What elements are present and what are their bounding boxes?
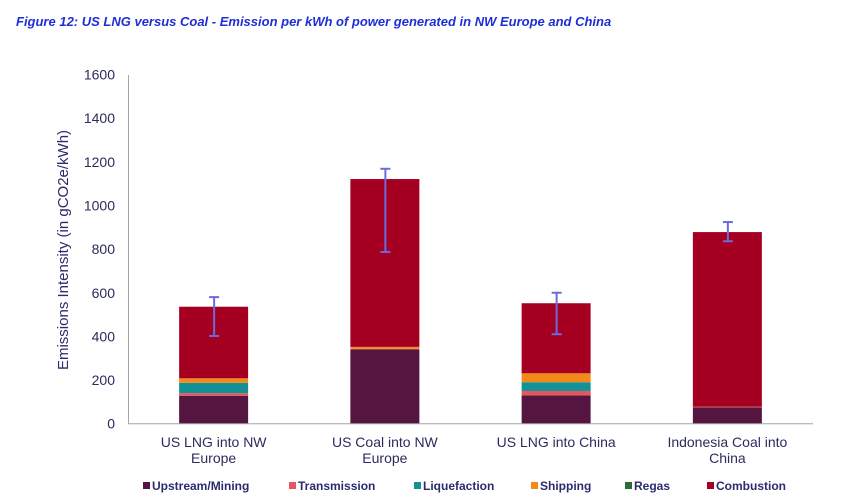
legend-swatch — [289, 482, 296, 489]
bar-segment-transmission — [521, 390, 591, 396]
legend-item: Combustion — [707, 479, 786, 493]
x-tick-label: US LNG into China — [497, 434, 616, 450]
error-bar — [209, 296, 220, 337]
legend-item: Regas — [625, 479, 670, 493]
y-tick-label: 800 — [92, 241, 116, 257]
legend-item: Shipping — [531, 479, 591, 493]
bar-segment-upstream-mining — [521, 395, 591, 424]
legend-swatch — [143, 482, 150, 489]
bar-segment-shipping — [350, 346, 420, 349]
bar-segment-transmission — [179, 393, 249, 396]
bar-stack — [179, 306, 249, 424]
legend-item: Liquefaction — [414, 479, 494, 493]
y-tick-label: 1200 — [84, 154, 115, 170]
bar-segment-upstream-mining — [350, 349, 420, 424]
bar-segment-transmission — [350, 348, 420, 350]
y-tick-label: 600 — [92, 285, 116, 301]
error-bar — [380, 167, 391, 253]
y-tick-label: 0 — [107, 416, 115, 432]
legend-label: Regas — [634, 479, 670, 493]
legend-swatch — [625, 482, 632, 489]
bar-segment-upstream-mining — [179, 395, 249, 424]
x-tick-label: US LNG into NW Europe — [161, 434, 268, 466]
bar-segment-liquefaction — [521, 382, 591, 391]
legend-label: Liquefaction — [423, 479, 494, 493]
legend-item: Upstream/Mining — [143, 479, 249, 493]
legend-swatch — [531, 482, 538, 489]
y-tick-label: 1600 — [84, 67, 115, 83]
legend-label: Combustion — [716, 479, 786, 493]
y-tick-label: 400 — [92, 328, 116, 344]
bar-stack — [692, 232, 762, 424]
y-tick-label: 1400 — [84, 110, 115, 126]
figure-title: Figure 12: US LNG versus Coal - Emission… — [16, 14, 612, 29]
bar-segment-transmission — [692, 406, 762, 408]
bar-segment-shipping — [179, 378, 249, 383]
y-tick-label: 200 — [92, 372, 116, 388]
legend: Upstream/Mining Transmission Liquefaction S… — [143, 479, 786, 493]
bar-segment-upstream-mining — [692, 407, 762, 424]
bar-segment-shipping — [521, 373, 591, 383]
legend-swatch — [414, 482, 421, 489]
legend-label: Shipping — [540, 479, 591, 493]
legend-swatch — [707, 482, 714, 489]
bar-segment-liquefaction — [179, 382, 249, 394]
x-tick-label: Indonesia Coal into China — [667, 434, 787, 466]
error-bar — [722, 221, 733, 243]
legend-item: Transmission — [289, 479, 375, 493]
legend-label: Upstream/Mining — [152, 479, 249, 493]
legend-label: Transmission — [298, 479, 375, 493]
error-bar — [551, 291, 562, 336]
y-axis-title: Emissions Intensity (in gCO2e/kWh) — [55, 130, 72, 370]
x-tick-label: US Coal into NW Europe — [332, 434, 439, 466]
bar-segment-combustion — [692, 232, 762, 407]
y-tick-label: 1000 — [84, 197, 115, 213]
